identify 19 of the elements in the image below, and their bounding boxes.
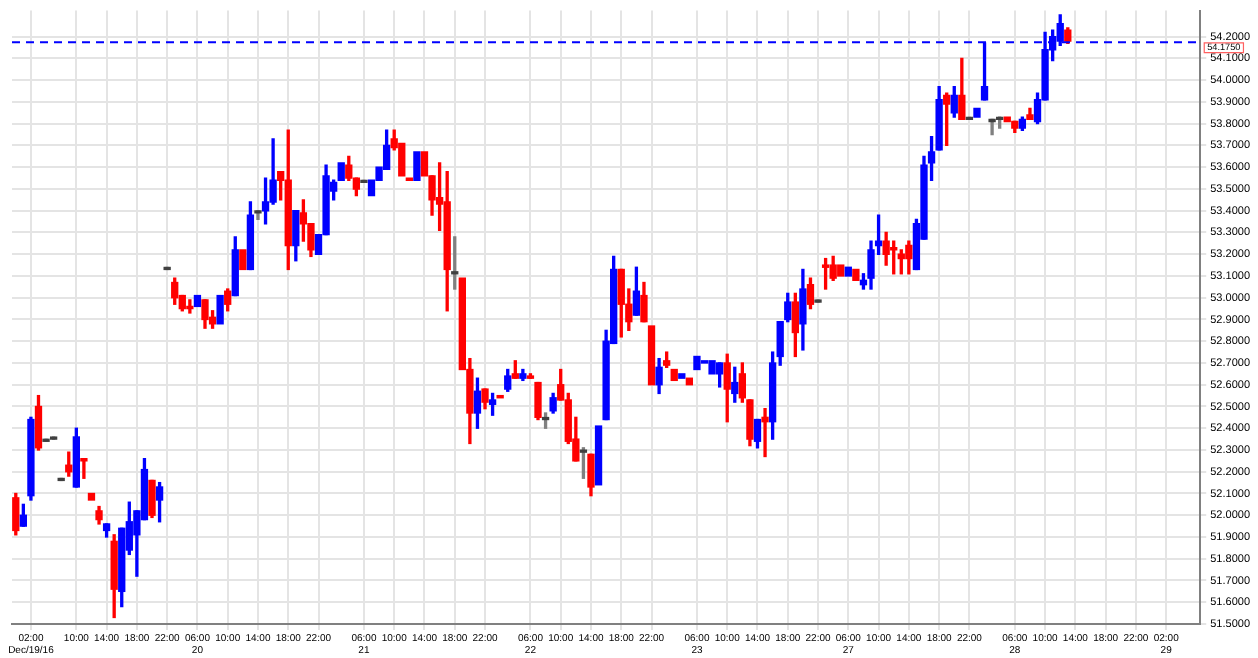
candlestick [594, 425, 603, 486]
candlestick [852, 268, 860, 281]
candlestick [186, 299, 194, 314]
candlestick [837, 264, 845, 277]
candlestick [413, 151, 421, 181]
candlestick [193, 294, 202, 308]
candlestick [87, 492, 96, 501]
candlestick [693, 355, 701, 371]
candlestick [80, 458, 88, 479]
candlestick [761, 408, 769, 458]
candlestick [239, 249, 247, 271]
candlestick [708, 360, 716, 375]
candlestick [678, 373, 686, 379]
candlestick [988, 118, 996, 136]
candlestick [670, 368, 678, 382]
candlestick [973, 107, 981, 118]
candlestick [844, 266, 852, 277]
candlestick [216, 294, 224, 325]
candlestick [647, 325, 656, 386]
